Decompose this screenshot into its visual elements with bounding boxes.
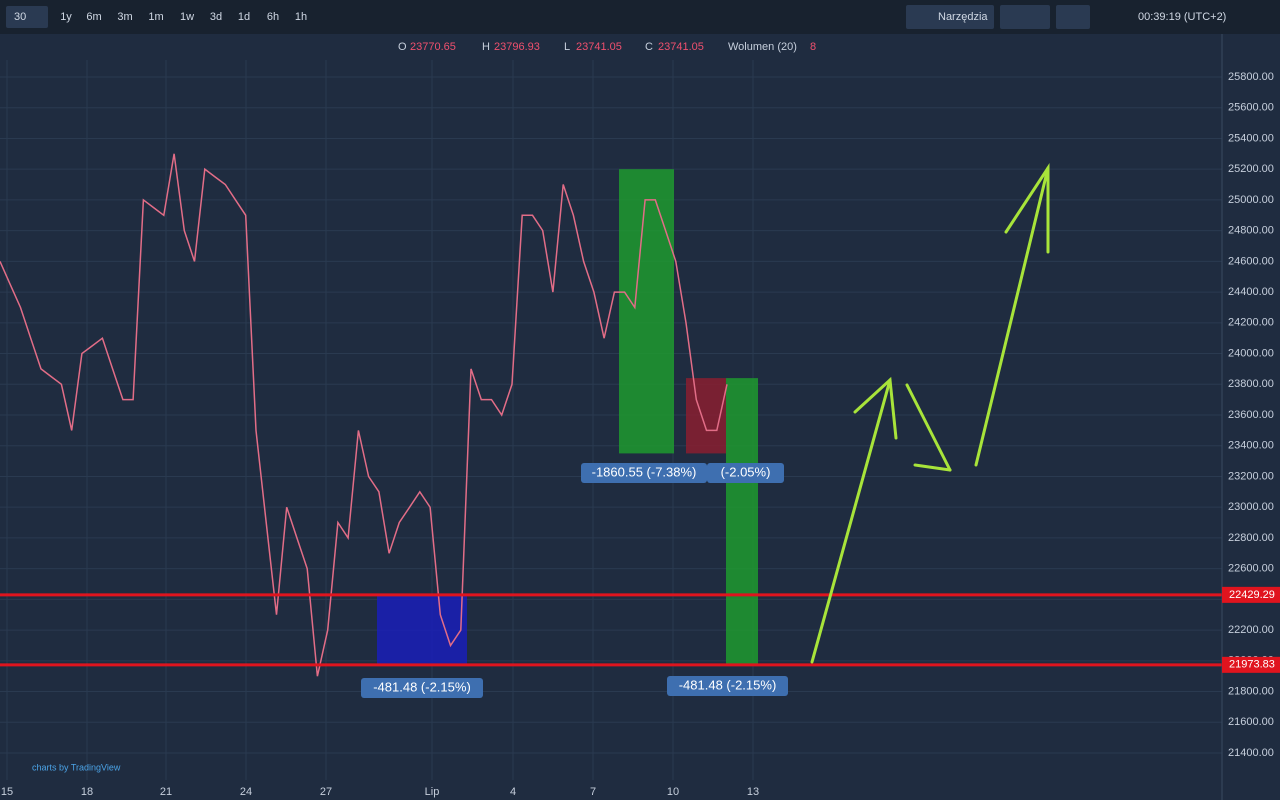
time-label: Lip: [425, 786, 440, 798]
price-tick-label: 24800.00: [1228, 225, 1274, 237]
price-ticks: 25800.00 25600.00 25400.00 25200.00 25000.00…: [1228, 71, 1274, 759]
price-tick-label: 21800.00: [1228, 685, 1274, 697]
legend-h-label: H: [482, 41, 490, 53]
price-tick-label: 21400.00: [1228, 747, 1274, 759]
time-label: 24: [240, 786, 252, 798]
measure-box: [377, 594, 467, 665]
time-label: 4: [510, 786, 516, 798]
range-button[interactable]: 6h: [267, 11, 279, 23]
legend-vol: 8: [810, 41, 816, 53]
range-button[interactable]: 1h: [295, 11, 307, 23]
price-tick-label: 24000.00: [1228, 347, 1274, 359]
level-label: 21973.83: [1229, 659, 1275, 671]
price-tick-label: 22800.00: [1228, 532, 1274, 544]
measure-label-bg: [707, 463, 784, 483]
legend-vol-label: Wolumen (20): [728, 41, 797, 53]
legend-l: 23741.05: [576, 41, 622, 53]
price-tick-label: 23600.00: [1228, 409, 1274, 421]
price-tick-label: 22600.00: [1228, 563, 1274, 575]
price-tick-label: 25800.00: [1228, 71, 1274, 83]
arrow-stroke: [913, 463, 952, 472]
arrow-stroke: [810, 378, 892, 664]
arrow-stroke: [905, 383, 952, 472]
measure-label-bg: [667, 676, 788, 696]
price-tick-label: 23400.00: [1228, 440, 1274, 452]
clock: 00:39:19 (UTC+2): [1138, 11, 1226, 23]
measure-label: (-2.05%): [721, 464, 771, 479]
level-label: 22429.29: [1229, 589, 1275, 601]
range-button[interactable]: 1d: [238, 11, 250, 23]
price-tick-label: 23200.00: [1228, 470, 1274, 482]
range-button[interactable]: 3m: [117, 11, 132, 23]
time-label: 27: [320, 786, 332, 798]
arrow-stroke: [974, 166, 1050, 467]
tools-label[interactable]: Narzędzia: [938, 11, 988, 23]
price-tick-label: 25000.00: [1228, 194, 1274, 206]
price-tick-label: 21600.00: [1228, 716, 1274, 728]
price-tick-label: 24200.00: [1228, 317, 1274, 329]
level-tag: [1222, 586, 1280, 603]
legend-o: 23770.65: [410, 41, 456, 53]
measure-label-bg: [581, 463, 707, 483]
ohlc-legend: O 23770.65 H 23796.93 L 23741.05 C 23741.05 Wolu…: [398, 41, 816, 53]
legend-c: 23741.05: [658, 41, 704, 53]
measure-label: -481.48 (-2.15%): [679, 677, 777, 692]
price-tick-label: 25400.00: [1228, 132, 1274, 144]
arrow-stroke: [1004, 162, 1050, 254]
legend-c-label: C: [645, 41, 653, 53]
range-button[interactable]: 1y: [60, 11, 72, 23]
time-label: 7: [590, 786, 596, 798]
measure-box: [726, 378, 758, 665]
price-tick-label: 24400.00: [1228, 286, 1274, 298]
price-tick-label: 23000.00: [1228, 501, 1274, 513]
time-label: 15: [1, 786, 13, 798]
time-label: 13: [747, 786, 759, 798]
measure-label: -481.48 (-2.15%): [373, 679, 471, 694]
legend-l-label: L: [564, 41, 570, 53]
price-tick-label: 24600.00: [1228, 255, 1274, 267]
time-label: 10: [667, 786, 679, 798]
range-button[interactable]: 3d: [210, 11, 222, 23]
arrow-stroke: [853, 376, 898, 440]
time-label: 18: [81, 786, 93, 798]
chart-type-button[interactable]: [1000, 5, 1050, 29]
interval-select[interactable]: [6, 6, 48, 28]
legend-o-label: O: [398, 41, 407, 53]
range-button[interactable]: 6m: [86, 11, 101, 23]
logo: charts by TradingView: [32, 762, 121, 772]
legend-h: 23796.93: [494, 41, 540, 53]
price-tick-label: 25200.00: [1228, 163, 1274, 175]
price-line: [0, 153, 728, 677]
price-tick-label: 22200.00: [1228, 624, 1274, 636]
tools-button[interactable]: [906, 5, 994, 29]
range-button[interactable]: 1w: [180, 11, 194, 23]
measure-label-bg: [361, 678, 483, 698]
interval[interactable]: 30: [14, 11, 26, 23]
measure-box: [619, 169, 674, 454]
measure-label: -1860.55 (-7.38%): [592, 464, 697, 479]
undo-button[interactable]: [1056, 5, 1090, 29]
level-tag: [1222, 656, 1280, 673]
time-label: 21: [160, 786, 172, 798]
price-tick-label: 25600.00: [1228, 102, 1274, 114]
price-tick-label: 23800.00: [1228, 378, 1274, 390]
range-button[interactable]: 1m: [148, 11, 163, 23]
plot: -1860.55 (-7.38%) (-2.05%) -481.48 (-2.15%…: [0, 60, 1222, 780]
